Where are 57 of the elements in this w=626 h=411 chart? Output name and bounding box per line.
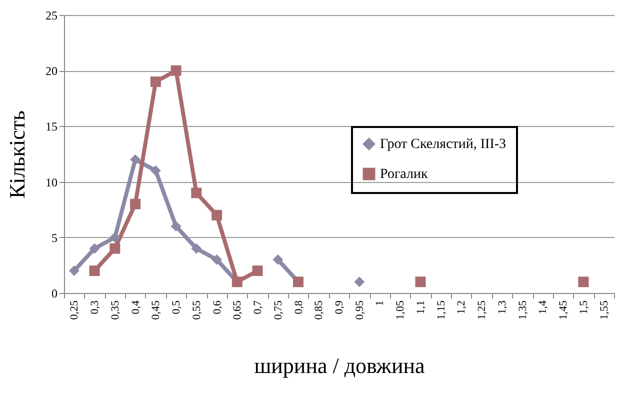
point [212, 210, 222, 220]
point [170, 221, 182, 232]
point [89, 243, 100, 254]
x-tick-label: 0,7 [252, 300, 264, 314]
x-tick-label: 1,4 [537, 300, 550, 314]
point [212, 254, 222, 265]
x-tick-label: 0,75 [272, 300, 284, 320]
x-tick-label: 0,35 [109, 300, 122, 320]
legend-label: Рогалик [380, 167, 428, 182]
x-tick-label: 1,55 [598, 300, 610, 320]
x-tick-label: 1,5 [578, 300, 590, 314]
y-tick-label: 10 [46, 175, 58, 190]
x-tick-label: 1,05 [394, 300, 407, 320]
x-tick-label: 1,3 [496, 300, 508, 314]
legend-label: Грот Скелястий, ІІІ-3 [380, 137, 506, 152]
y-tick-label: 0 [52, 286, 58, 300]
point [150, 76, 161, 87]
point [191, 243, 202, 254]
x-tick-label: 0,5 [170, 300, 183, 314]
point [89, 266, 100, 276]
point [191, 188, 202, 198]
x-tick-label: 0,95 [354, 300, 366, 320]
x-tick-label: 1,35 [516, 300, 529, 320]
x-tick-label: 0,4 [130, 300, 142, 314]
point [68, 266, 80, 276]
y-axis-title: Кількість [4, 110, 30, 199]
x-tick-label: 0,25 [68, 300, 81, 320]
point [252, 266, 263, 276]
y-tick-label: 5 [52, 230, 58, 245]
x-tick-label: 1,15 [435, 300, 448, 320]
x-axis-title: ширина / довжина [254, 352, 426, 378]
point [130, 154, 141, 165]
point [130, 198, 141, 210]
x-tick-label: 1 [374, 300, 386, 306]
point [170, 65, 182, 76]
x-tick-label: 0,9 [334, 300, 346, 314]
point [110, 243, 120, 254]
point [578, 276, 589, 288]
x-tick-label: 1,25 [476, 300, 488, 320]
x-tick-label: 0,8 [292, 300, 305, 314]
x-tick-label: 0,85 [313, 300, 326, 320]
x-tick-label: 1,1 [414, 300, 427, 314]
x-tick-label: 1,45 [558, 300, 570, 320]
point [272, 254, 284, 265]
x-tick-label: 0,45 [150, 300, 162, 320]
x-tick-label: 0,55 [190, 300, 203, 320]
x-tick-label: 0,6 [211, 300, 224, 314]
point [110, 232, 120, 243]
point [354, 276, 365, 288]
y-tick-label: 25 [46, 8, 58, 22]
y-tick-label: 20 [46, 64, 58, 78]
point [415, 276, 426, 288]
x-tick-label: 1,2 [456, 300, 468, 314]
x-tick-label: 0,3 [89, 300, 102, 314]
x-tick-label: 0,65 [232, 300, 244, 320]
point [150, 165, 161, 176]
y-tick-label: 15 [46, 120, 58, 134]
